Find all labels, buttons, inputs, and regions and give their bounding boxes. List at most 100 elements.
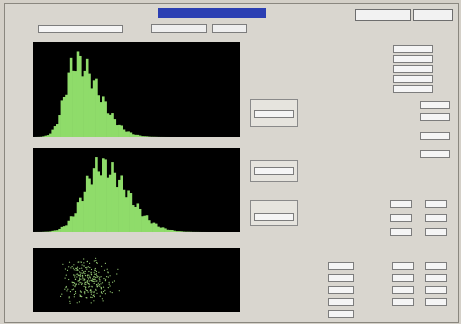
red-field-6[interactable] [392, 262, 414, 270]
scatter-point [79, 290, 81, 292]
scatter-point [83, 272, 85, 274]
red-field-3[interactable] [328, 286, 354, 294]
right-low-field-2[interactable] [390, 214, 412, 222]
histogram-bar [118, 124, 121, 137]
scatter-point [68, 266, 70, 268]
scatter-point [102, 300, 104, 302]
scatter-point [85, 289, 87, 291]
red-field-1[interactable] [328, 262, 354, 270]
scatter-point [91, 291, 93, 293]
red-field-9[interactable] [392, 298, 414, 306]
scatter-point [69, 300, 71, 302]
scatter-point [96, 280, 98, 282]
histogram-bar [136, 203, 140, 232]
scatter-point [79, 281, 81, 283]
scatter-point [103, 278, 105, 280]
top-button-1[interactable] [355, 9, 411, 21]
right-field-3[interactable] [393, 65, 433, 73]
scatter-point [75, 267, 77, 269]
scatter-point [94, 273, 96, 275]
right-low-field-4[interactable] [425, 200, 447, 208]
scatter-point [105, 278, 107, 280]
histogram-bar [145, 215, 149, 232]
red-field-5[interactable] [328, 310, 354, 318]
right-field-5[interactable] [393, 85, 433, 93]
scatter-point [93, 271, 95, 273]
red-field-12[interactable] [425, 286, 447, 294]
histogram-bar [79, 197, 82, 232]
histogram-bar [143, 136, 146, 137]
scatter-point [87, 291, 89, 293]
right-field-2[interactable] [393, 55, 433, 63]
toolbar-dropdown-2[interactable] [212, 24, 247, 33]
right-mid-field-3[interactable] [420, 132, 450, 140]
scatter-point [65, 287, 67, 289]
histogram-bar [108, 114, 112, 137]
scatter-point [87, 276, 89, 278]
scatter-point [107, 276, 109, 278]
right-low-field-1[interactable] [390, 200, 412, 208]
histogram-bar [92, 80, 96, 137]
red-field-8[interactable] [392, 286, 414, 294]
scatter-point [90, 279, 92, 281]
top-button-2[interactable] [413, 9, 453, 21]
scatter-point [81, 267, 83, 269]
histogram-bar [62, 96, 66, 137]
right-field-4[interactable] [393, 75, 433, 83]
scatter-point [84, 283, 86, 285]
red-field-2[interactable] [328, 274, 354, 282]
histogram-bar [58, 228, 61, 232]
toolbar-field[interactable] [38, 25, 123, 33]
histogram-bar [161, 227, 165, 232]
scatter-point [85, 286, 87, 288]
right-mid-field-2[interactable] [420, 113, 450, 121]
right-mid-field-1[interactable] [420, 101, 450, 109]
scatter-point [108, 281, 110, 283]
scatter-point [62, 263, 64, 265]
scatter-point [86, 281, 88, 283]
histogram-bar [85, 175, 89, 232]
histogram-bar [88, 178, 91, 232]
right-field-1[interactable] [393, 45, 433, 53]
scatter-point [99, 280, 101, 282]
scatter-point [81, 282, 83, 284]
scatter-point [76, 276, 78, 278]
scatter-point [80, 295, 82, 297]
scatter-point [101, 265, 103, 267]
right-mid-field-4[interactable] [420, 150, 450, 158]
histogram-bar [148, 220, 151, 232]
right-low-field-5[interactable] [425, 214, 447, 222]
side-panel-3-field[interactable] [254, 213, 294, 221]
red-field-13[interactable] [425, 298, 447, 306]
histogram-bar [127, 190, 130, 232]
red-field-10[interactable] [425, 262, 447, 270]
histogram-bar [134, 134, 137, 137]
scatter-point [92, 278, 94, 280]
side-panel-2-field[interactable] [254, 167, 294, 175]
scatter-point [100, 291, 102, 293]
scatter-point [85, 283, 87, 286]
right-low-field-6[interactable] [425, 228, 447, 236]
scatter-point [93, 296, 95, 298]
histogram-2 [33, 148, 240, 232]
histogram-bar [92, 168, 96, 232]
scatter-point [107, 287, 109, 289]
histogram-bar [69, 57, 73, 137]
scatter-point [68, 296, 70, 298]
scatter-point [95, 273, 97, 275]
scatter-point [79, 294, 81, 296]
scatter-point [70, 267, 72, 269]
scatter-point [79, 277, 81, 279]
scatter-point [61, 293, 63, 295]
right-low-field-3[interactable] [390, 228, 412, 236]
side-panel-1-field[interactable] [254, 110, 294, 118]
histogram-bar [115, 187, 119, 232]
scatter-point [86, 266, 88, 268]
scatter-point [100, 276, 102, 278]
scatter-point [108, 283, 110, 285]
histogram-bar [120, 125, 123, 137]
red-field-11[interactable] [425, 274, 447, 282]
red-field-7[interactable] [392, 274, 414, 282]
toolbar-dropdown-1[interactable] [151, 24, 207, 33]
red-field-4[interactable] [328, 298, 354, 306]
